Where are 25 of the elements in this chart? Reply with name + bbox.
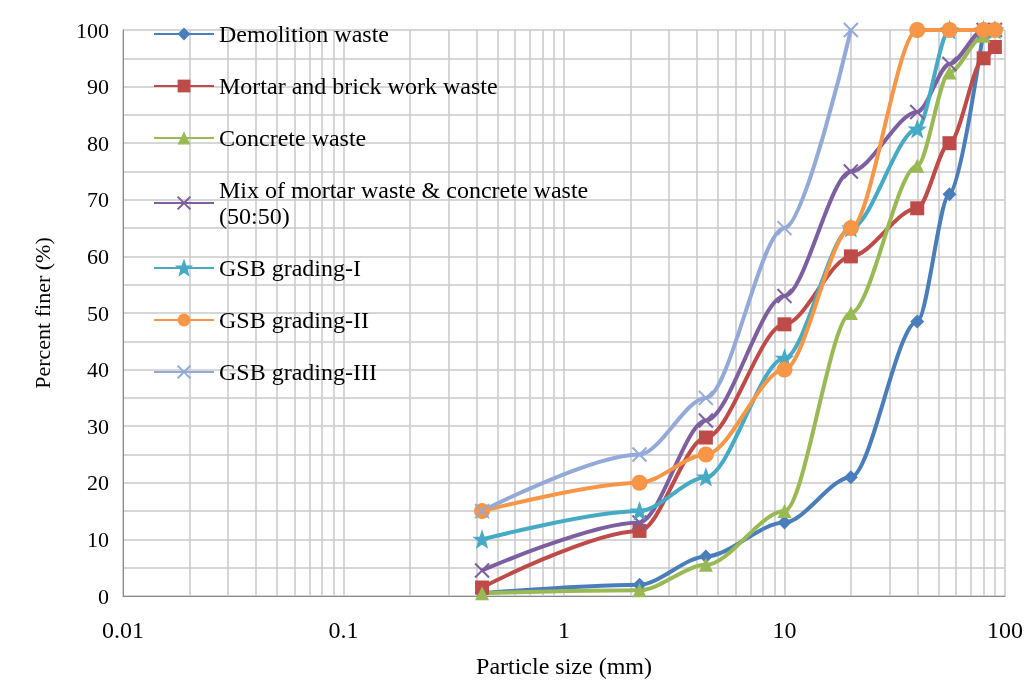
y-tick-label: 10 bbox=[87, 526, 109, 552]
legend-label: Concrete waste bbox=[219, 125, 367, 151]
y-tick-label: 100 bbox=[76, 17, 109, 43]
y-tick-label: 50 bbox=[87, 300, 109, 326]
y-tick-label: 90 bbox=[87, 74, 109, 100]
y-tick-label: 70 bbox=[87, 187, 109, 213]
x-axis-title: Particle size (mm) bbox=[476, 653, 652, 679]
legend-label: Mix of mortar waste & concrete waste (50:50) bbox=[219, 177, 595, 229]
legend-label: Mortar and brick work waste bbox=[219, 73, 498, 99]
y-axis-title: Percent finer (%) bbox=[29, 237, 55, 389]
x-tick-label: 0.01 bbox=[102, 617, 144, 643]
legend-label: Demolition waste bbox=[219, 21, 389, 47]
x-tick-label: 10 bbox=[772, 617, 797, 643]
y-tick-label: 20 bbox=[87, 470, 109, 496]
y-tick-label: 40 bbox=[87, 357, 109, 383]
x-tick-label: 100 bbox=[987, 617, 1023, 643]
legend-label: GSB grading-III bbox=[219, 359, 377, 385]
y-tick-label: 60 bbox=[87, 243, 109, 269]
y-tick-label: 30 bbox=[87, 413, 109, 439]
legend-label: GSB grading-II bbox=[219, 307, 369, 333]
x-tick-label: 1 bbox=[558, 617, 570, 643]
legend-label: GSB grading-I bbox=[219, 255, 361, 281]
y-tick-label: 80 bbox=[87, 130, 109, 156]
x-tick-label: 0.1 bbox=[328, 617, 359, 643]
y-tick-label: 0 bbox=[98, 583, 109, 609]
